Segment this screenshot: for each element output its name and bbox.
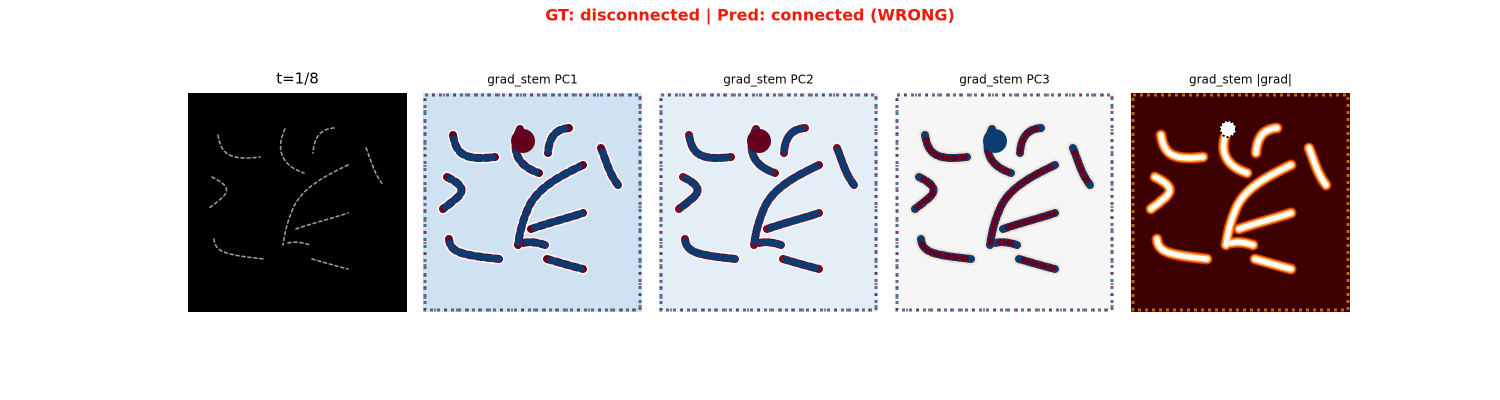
image-background [188, 93, 407, 312]
stroke-shape [1017, 125, 1044, 156]
stroke-shape [1306, 145, 1329, 188]
stroke-shape [311, 258, 349, 270]
image-border [895, 93, 1114, 312]
stroke-shape [312, 127, 335, 154]
stroke-shape [987, 162, 1058, 248]
stroke-shape [1158, 132, 1206, 161]
stroke-shape [445, 235, 503, 263]
stroke-shape [912, 174, 937, 212]
stroke-shape [1148, 174, 1172, 212]
image-border [1131, 93, 1350, 312]
stroke-shape [207, 176, 228, 210]
stroke-shape [544, 124, 573, 157]
stroke-shape [287, 241, 311, 246]
blob [747, 129, 771, 153]
stroke-shape [918, 236, 974, 262]
image-border [659, 93, 878, 312]
stroke-shape [527, 209, 587, 233]
stroke-shape [685, 131, 735, 162]
stroke-shape [213, 238, 265, 260]
blob [983, 129, 1007, 153]
panel-title: grad_stem |grad| [1189, 73, 1292, 87]
stroke-shape [1252, 256, 1294, 272]
stroke-shape [763, 209, 823, 233]
stroke-shape [922, 132, 970, 161]
stroke-shape [1228, 239, 1256, 248]
stroke-shape [519, 238, 549, 249]
stroke-shape [833, 144, 858, 189]
stroke-shape [1154, 236, 1210, 262]
stroke-shape [439, 173, 465, 213]
stroke-shape [1000, 210, 1058, 232]
stroke-shape [675, 173, 701, 213]
blob [511, 129, 535, 153]
stroke-shape [1223, 162, 1294, 248]
stroke-shape [755, 238, 785, 249]
stroke-shape [681, 235, 739, 263]
stroke-shape [1236, 210, 1294, 232]
panel-title: t=1/8 [276, 70, 319, 88]
panel-title: grad_stem PC2 [723, 73, 814, 87]
panel-title: grad_stem PC1 [487, 73, 578, 87]
stroke-shape [750, 161, 823, 249]
stroke-shape [992, 239, 1020, 248]
panel-image [659, 93, 878, 312]
stroke-shape [282, 164, 349, 246]
stroke-shape [279, 128, 305, 174]
blob [1219, 120, 1237, 138]
stroke-shape [780, 124, 809, 157]
stroke-shape [543, 255, 587, 273]
stroke-shape [295, 212, 349, 230]
stroke-shape [449, 131, 499, 162]
panel-image [188, 93, 407, 312]
stroke-shape [1016, 256, 1058, 272]
stroke-shape [365, 147, 384, 186]
stroke-shape [597, 144, 622, 189]
figure-title: GT: disconnected | Pred: connected (WRON… [545, 6, 955, 26]
panel-image [1131, 93, 1350, 312]
stroke-shape [217, 134, 261, 159]
stroke-shape [1070, 145, 1093, 188]
panel-title: grad_stem PC3 [959, 73, 1050, 87]
image-border [423, 93, 642, 312]
panel-image [895, 93, 1114, 312]
panel-image [423, 93, 642, 312]
stroke-shape [1253, 125, 1280, 156]
stroke-shape [514, 161, 587, 249]
stroke-shape [779, 255, 823, 273]
